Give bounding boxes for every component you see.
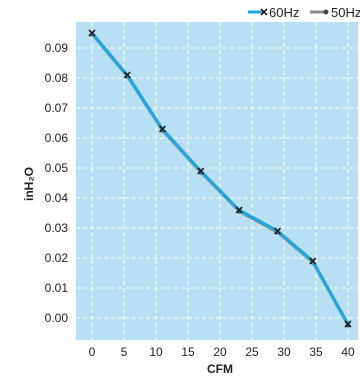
- y-tick-label: 0.05: [45, 161, 69, 175]
- x-tick-label: 15: [181, 345, 195, 359]
- y-tick-label: 0.00: [45, 311, 69, 325]
- data-point-60Hz: [88, 29, 96, 37]
- marker-stroke: [309, 257, 317, 265]
- plot-background: [76, 22, 358, 340]
- marker-stroke: [235, 206, 243, 214]
- y-tick-label: 0.07: [45, 101, 69, 115]
- y-tick-label: 0.08: [45, 71, 69, 85]
- data-point-60Hz: [197, 167, 205, 175]
- marker-stroke: [197, 167, 205, 175]
- x-tick-label: 40: [341, 345, 355, 359]
- y-axis-title: inH₂O: [22, 167, 36, 201]
- legend-item-50Hz: 50Hz: [310, 5, 360, 20]
- data-point-60Hz: [309, 257, 317, 265]
- legend-label: 50Hz: [331, 5, 360, 20]
- x-tick-label: 25: [245, 345, 259, 359]
- y-axis-ticks: 0.00 0.01 0.02 0.03 0.04 0.05 0.06 0.07 0.08 0.09: [45, 41, 69, 325]
- legend: 60Hz 50Hz: [248, 5, 360, 20]
- legend-label: 60Hz: [269, 5, 299, 20]
- series-line-60Hz: [90, 32, 350, 325]
- legend-item-60Hz: 60Hz: [248, 5, 299, 20]
- marker-stroke: [158, 125, 166, 133]
- legend-marker: [323, 9, 329, 15]
- x-tick-label: 35: [309, 345, 323, 359]
- data-point-60Hz: [123, 71, 131, 79]
- x-tick-label: 10: [149, 345, 163, 359]
- marker-stroke: [123, 71, 131, 79]
- x-axis-title: CFM: [207, 362, 233, 376]
- data-point-60Hz: [274, 227, 282, 235]
- y-tick-label: 0.09: [45, 41, 69, 55]
- x-tick-label: 30: [277, 345, 291, 359]
- marker-stroke: [344, 320, 352, 328]
- x-tick-label: 5: [121, 345, 128, 359]
- data-point-60Hz: [235, 206, 243, 214]
- x-tick-label: 20: [213, 345, 227, 359]
- y-tick-label: 0.01: [45, 281, 69, 295]
- y-tick-label: 0.03: [45, 221, 69, 235]
- marker-stroke: [88, 29, 96, 37]
- x-tick-label: 0: [89, 345, 96, 359]
- data-point-60Hz: [158, 125, 166, 133]
- data-point-60Hz: [344, 320, 352, 328]
- y-tick-label: 0.02: [45, 251, 69, 265]
- x-axis-ticks: 0 5 10 15 20 25 30 35 40: [89, 345, 355, 359]
- marker-stroke: [274, 227, 282, 235]
- y-tick-label: 0.04: [45, 191, 69, 205]
- series-layer: [88, 29, 352, 328]
- y-tick-label: 0.06: [45, 131, 69, 145]
- legend-marker: [260, 8, 268, 16]
- grid: [76, 22, 358, 340]
